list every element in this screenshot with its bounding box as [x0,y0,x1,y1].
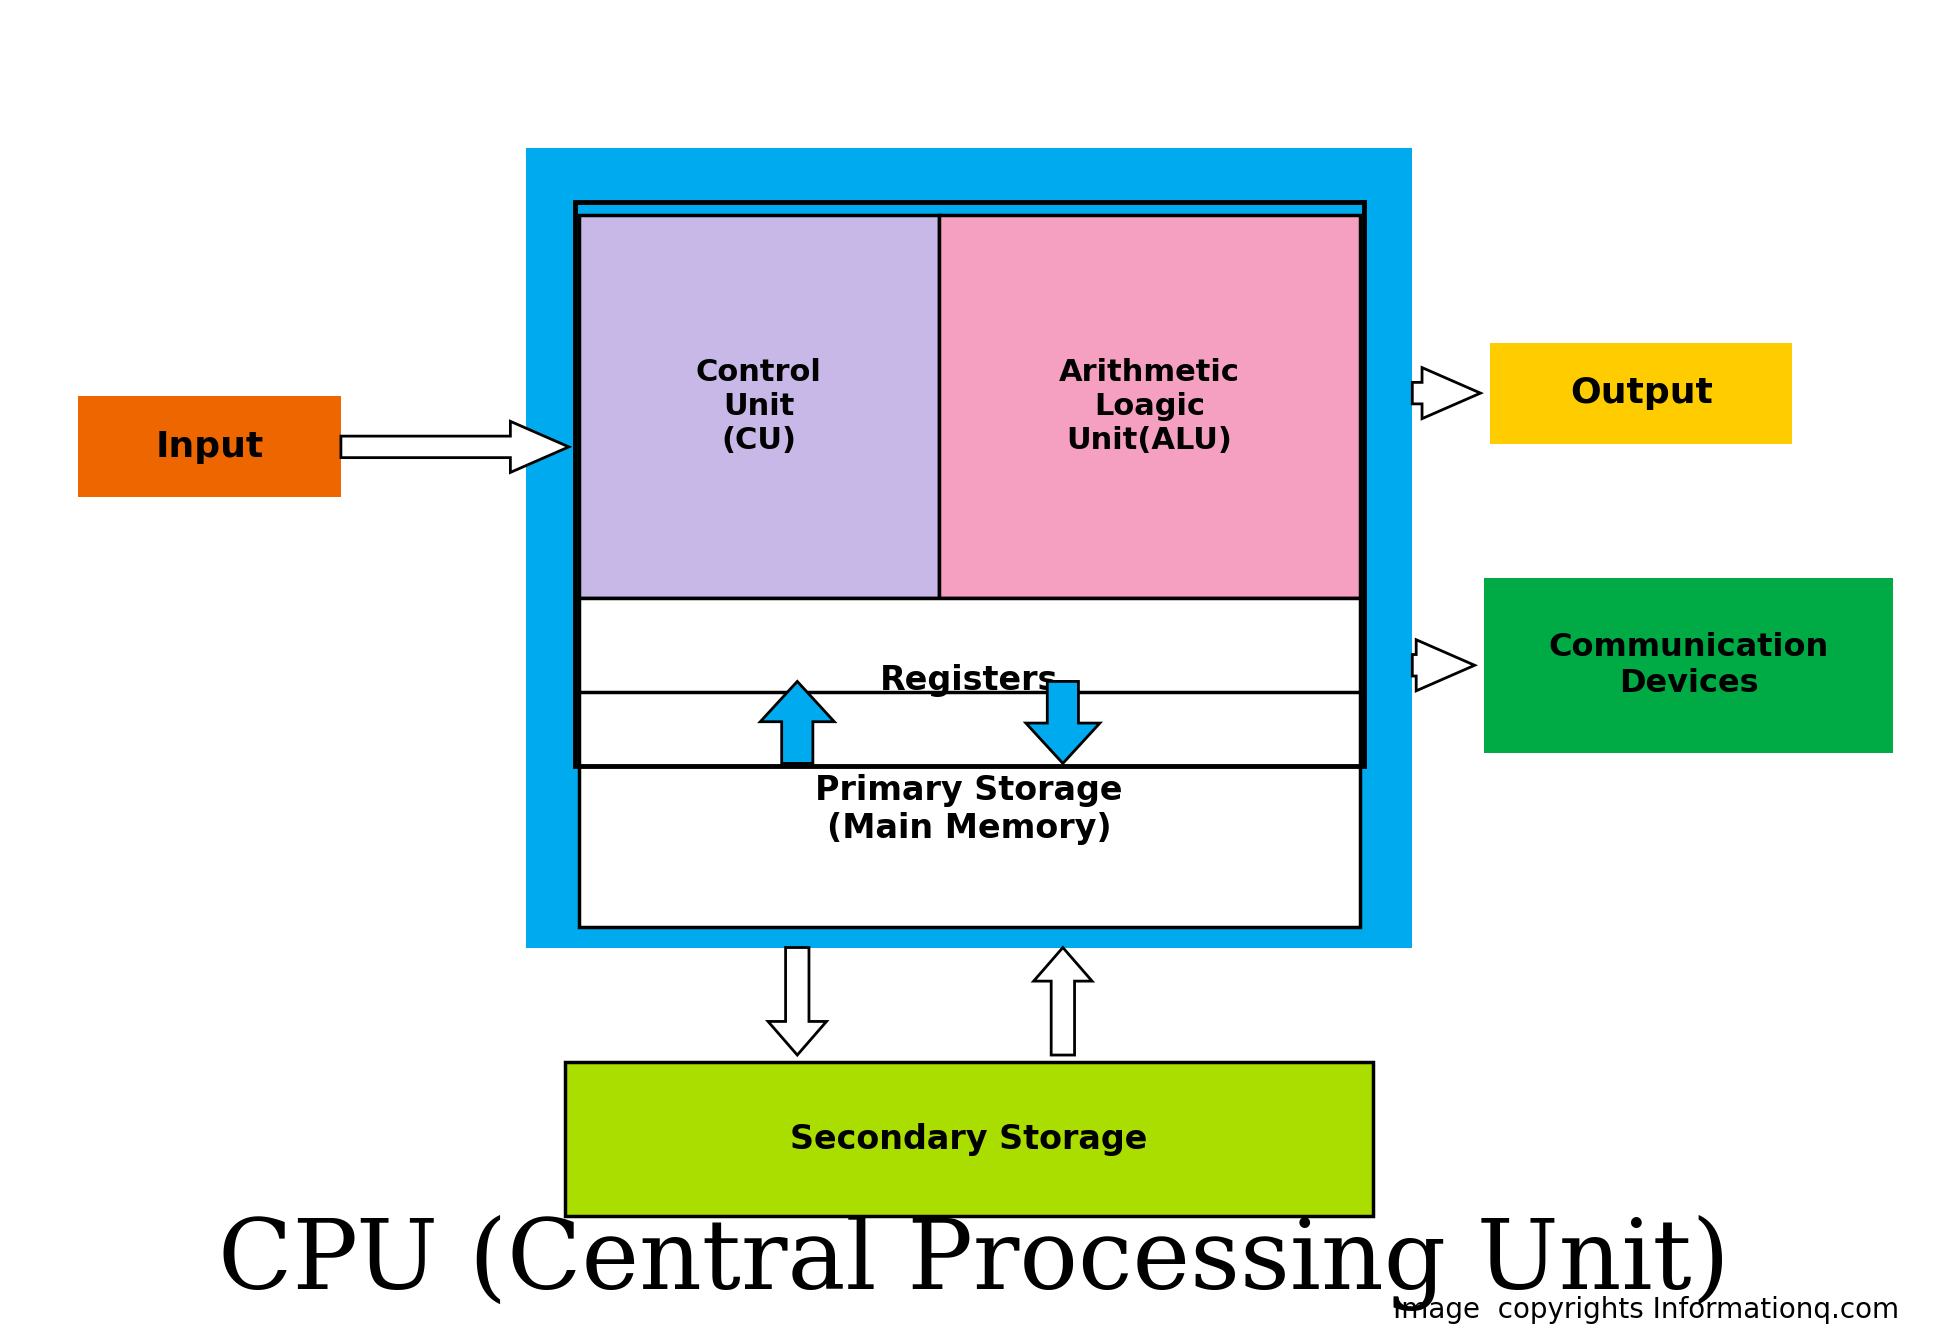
FancyArrow shape [768,948,826,1055]
Bar [579,215,939,598]
Text: Image  copyrights Informationq.com: Image copyrights Informationq.com [1393,1296,1899,1324]
Bar [78,396,341,497]
FancyArrow shape [1412,640,1475,691]
FancyArrow shape [760,681,834,763]
Bar [565,1062,1373,1216]
Text: Control
Unit
(CU): Control Unit (CU) [695,359,822,454]
Text: Input: Input [156,430,263,464]
Text: Communication
Devices: Communication Devices [1549,632,1829,699]
Bar [1484,578,1893,753]
FancyArrow shape [1034,948,1093,1055]
Bar [579,598,1360,763]
FancyArrow shape [1412,367,1480,419]
Text: Secondary Storage: Secondary Storage [791,1122,1147,1156]
Bar [526,148,1412,948]
Bar [579,692,1360,927]
Text: Output: Output [1570,376,1712,410]
FancyArrow shape [1027,681,1101,763]
Text: CPU (Central Processing Unit): CPU (Central Processing Unit) [218,1215,1730,1312]
Text: Primary Storage
(Main Memory): Primary Storage (Main Memory) [816,774,1122,845]
Text: Arithmetic
Loagic
Unit(ALU): Arithmetic Loagic Unit(ALU) [1060,359,1239,454]
Bar [939,215,1360,598]
Text: Registers: Registers [880,664,1058,698]
Bar [1490,343,1792,444]
Bar [575,202,1364,766]
FancyArrow shape [341,422,569,473]
